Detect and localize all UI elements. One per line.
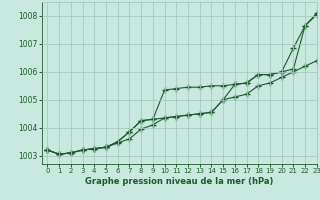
X-axis label: Graphe pression niveau de la mer (hPa): Graphe pression niveau de la mer (hPa) [85, 177, 273, 186]
